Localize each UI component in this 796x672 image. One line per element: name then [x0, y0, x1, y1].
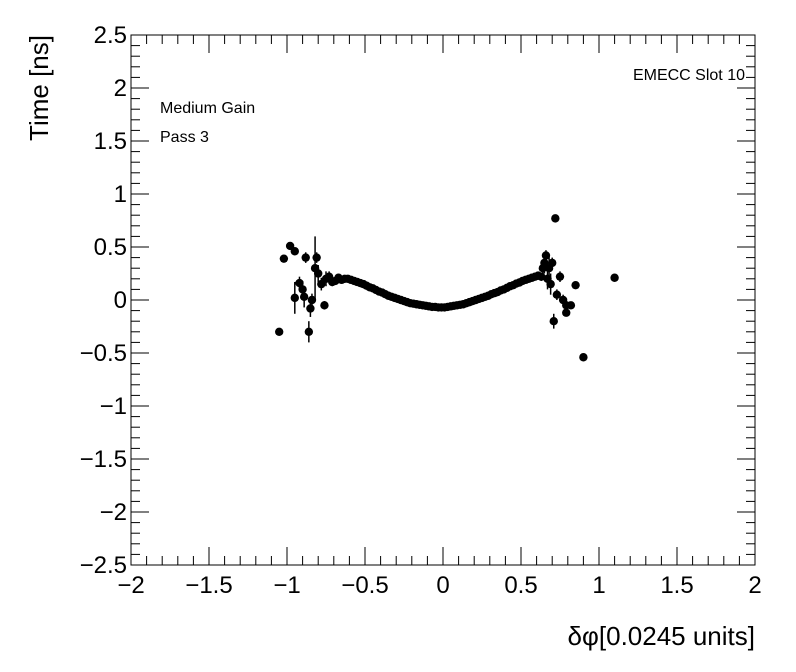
x-tick-label: −2 — [117, 572, 144, 599]
y-axis-title: Time [ns] — [24, 35, 54, 141]
data-point — [290, 247, 299, 256]
data-point — [298, 285, 307, 294]
y-tick-label: −1 — [100, 393, 127, 420]
data-point — [307, 295, 317, 305]
x-tick-label: −0.5 — [341, 572, 388, 599]
data-point — [551, 214, 560, 223]
data-point — [549, 317, 558, 326]
data-point — [279, 254, 289, 263]
data-point — [295, 278, 304, 288]
data-point — [541, 251, 551, 260]
y-tick-label: 0.5 — [94, 234, 127, 261]
x-tick-label: 1 — [592, 572, 605, 599]
data-point — [314, 269, 323, 278]
data-point — [555, 272, 565, 281]
x-tick-label: −1 — [273, 572, 300, 599]
annotation-slot: EMECC Slot 10 — [633, 67, 745, 84]
x-tick-labels: −2 −1.5 −1 −0.5 0 0.5 1 1.5 2 — [117, 572, 761, 599]
y-tick-label: −2.5 — [80, 552, 127, 579]
y-tick-label: 2 — [114, 75, 127, 102]
data-point — [571, 280, 580, 290]
data-point — [290, 293, 299, 303]
x-axis-title: δφ[0.0245 units] — [568, 621, 755, 651]
x-tick-label: 0.5 — [504, 572, 537, 599]
data-point — [299, 292, 309, 302]
data-point — [562, 308, 571, 317]
data-point — [566, 301, 576, 310]
y-tick-label: 0 — [114, 287, 127, 314]
data-point — [312, 253, 321, 262]
x-tick-label: 2 — [748, 572, 761, 599]
data-point — [548, 258, 557, 268]
annotation-gain: Medium Gain — [160, 100, 255, 117]
y-tick-labels: −2.5 −2 −1.5 −1 −0.5 0 0.5 1 1.5 2 2.5 — [80, 22, 127, 579]
y-tick-label: 1.5 — [94, 128, 127, 155]
x-tick-label: −1.5 — [185, 572, 232, 599]
y-tick-label: −2 — [100, 499, 127, 526]
data-point — [320, 301, 329, 310]
error-bars — [278, 216, 616, 360]
y-tick-label: 2.5 — [94, 22, 127, 49]
axis-ticks — [130, 34, 756, 566]
x-tick-label: 1.5 — [660, 572, 693, 599]
y-tick-label: −1.5 — [80, 446, 127, 473]
data-point — [552, 290, 562, 299]
x-tick-label: 0 — [436, 572, 449, 599]
y-tick-label: 1 — [114, 181, 127, 208]
y-tick-label: −0.5 — [80, 340, 127, 367]
data-point — [304, 327, 314, 336]
annotation-pass: Pass 3 — [160, 129, 209, 146]
data-point — [301, 253, 310, 262]
data-point — [306, 304, 315, 313]
data-point — [579, 353, 588, 362]
data-point — [610, 273, 619, 282]
data-point — [546, 279, 555, 289]
data-point — [275, 327, 284, 336]
data-points — [275, 214, 619, 362]
